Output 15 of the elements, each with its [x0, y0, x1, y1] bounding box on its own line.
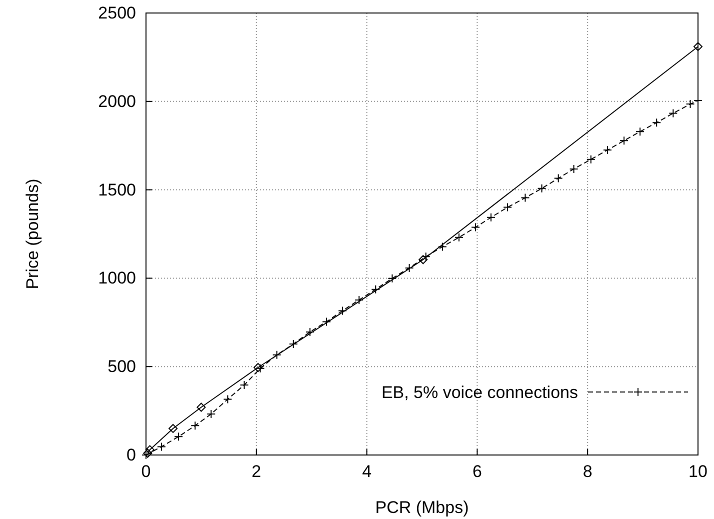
x-tick-label: 2 [252, 462, 262, 482]
x-tick-label: 8 [582, 462, 592, 482]
text: EB, 5% voice connections [381, 383, 578, 402]
y-tick-label: 1000 [98, 268, 136, 288]
y-tick-label: 0 [126, 445, 136, 464]
y-tick-label: 2500 [98, 3, 136, 22]
y-tick-label: 500 [108, 357, 136, 376]
y-tick-label: 2000 [98, 92, 136, 111]
y-axis-title: Price (pounds) [23, 178, 42, 290]
x-tick-label: 4 [362, 462, 372, 482]
x-tick-label: 10 [688, 462, 708, 482]
x-tick-label: 6 [472, 462, 482, 482]
y-tick-label: 1500 [98, 180, 136, 200]
x-tick-label: 0 [141, 462, 151, 482]
x-axis-title: PCR (Mbps) [375, 498, 469, 517]
